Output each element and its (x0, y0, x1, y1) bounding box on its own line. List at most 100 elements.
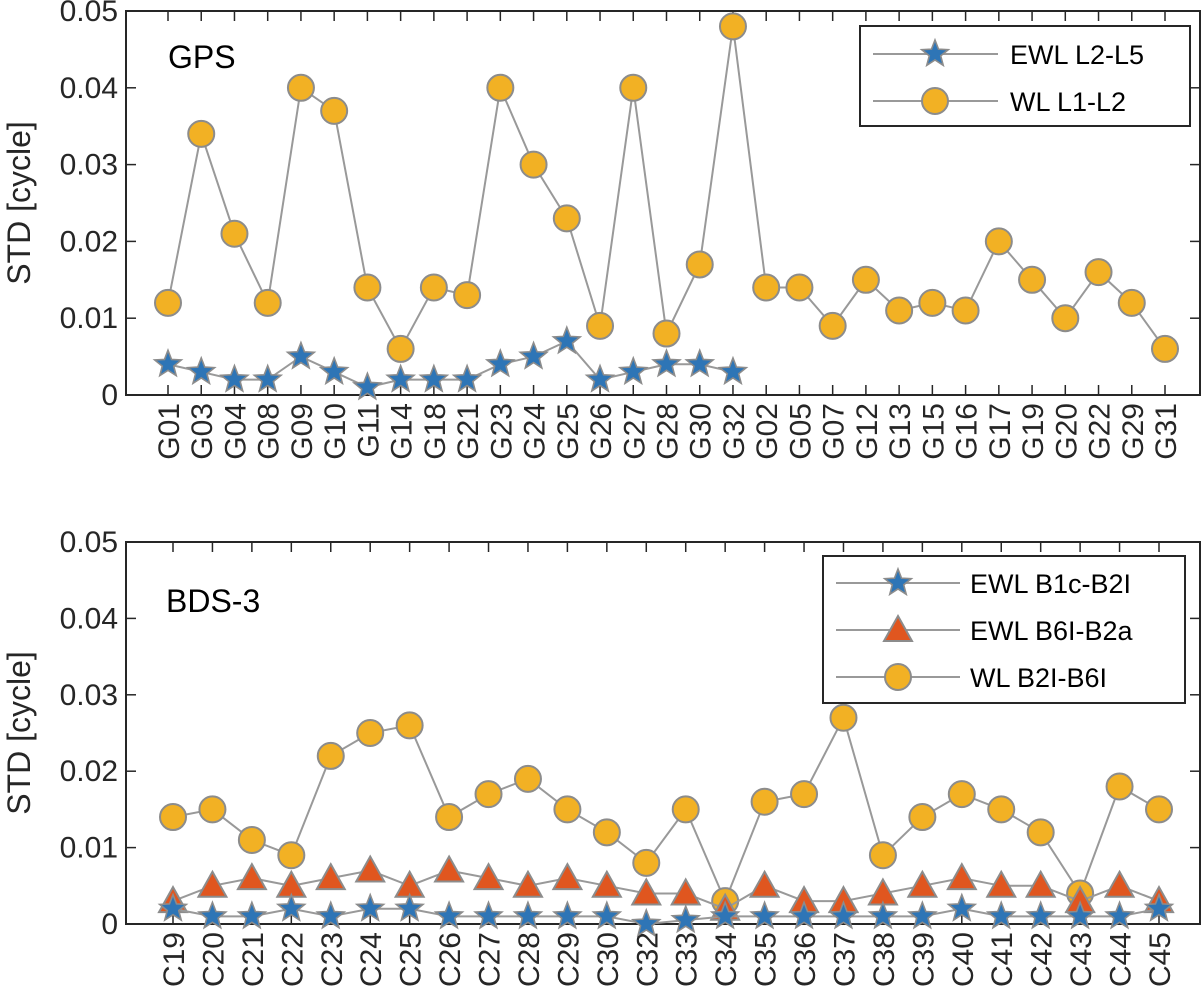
x-tick-label: G11 (352, 403, 385, 457)
data-point (552, 204, 581, 233)
legend-box (859, 25, 1191, 127)
x-tick-label: C34 (710, 932, 743, 987)
y-tick-label: 0.04 (60, 602, 118, 635)
legend-marker (919, 37, 951, 68)
data-point (315, 862, 347, 891)
data-point (1051, 304, 1080, 333)
data-point (453, 281, 482, 310)
x-tick-label: G32 (718, 403, 751, 460)
data-point (818, 311, 847, 340)
data-point (748, 869, 781, 898)
series-line (167, 340, 734, 389)
legend-marker (921, 87, 949, 115)
x-tick-label: G22 (1084, 403, 1117, 460)
data-point (551, 862, 584, 891)
data-point (670, 877, 702, 906)
data-point (198, 795, 227, 824)
x-tick-label: G31 (1150, 403, 1183, 460)
y-tick-label: 0.01 (60, 302, 118, 335)
data-point (154, 288, 182, 317)
x-tick-label: C28 (513, 932, 546, 987)
data-point (433, 854, 465, 883)
x-tick-label: G29 (1117, 403, 1150, 460)
data-point (435, 803, 464, 832)
data-point (386, 334, 415, 363)
plot-frame (125, 541, 1201, 925)
data-point (354, 892, 386, 922)
x-tick-label: G13 (884, 403, 917, 460)
data-point (586, 311, 615, 340)
legend: EWL L2-L5 WL L1-L2 (859, 25, 1191, 127)
data-point (1143, 892, 1175, 922)
legend-label: EWL L2-L5 (1010, 40, 1144, 70)
x-tick-label: C37 (828, 932, 861, 987)
data-point (1025, 900, 1057, 930)
x-tick-label: G25 (552, 403, 585, 460)
x-tick-label: G04 (219, 403, 252, 460)
data-point (418, 363, 450, 393)
y-tick-label: 0.01 (60, 832, 118, 865)
series-ewl-b1c-b2i (157, 892, 1175, 938)
data-point (316, 741, 345, 770)
x-tick-label: C39 (907, 932, 940, 987)
data-point (157, 892, 189, 922)
data-point (946, 892, 978, 922)
data-point (513, 764, 542, 793)
data-point (474, 780, 503, 809)
data-point (785, 273, 814, 302)
data-point (1104, 900, 1135, 930)
data-point (985, 900, 1017, 930)
x-tick-label: C24 (355, 932, 388, 987)
data-point (385, 363, 417, 393)
data-point (1064, 900, 1096, 930)
data-point (617, 355, 649, 386)
legend-label: WL L1-L2 (1010, 87, 1126, 117)
data-point (867, 900, 899, 930)
x-tick-label: G15 (917, 403, 950, 460)
data-point (684, 348, 716, 378)
y-axis-title: STD [cycle] (1, 651, 37, 815)
data-point (1145, 795, 1173, 824)
data-point (551, 900, 583, 930)
plot-frame (125, 10, 1201, 396)
data-point (185, 355, 217, 386)
series-ewl-l2-l5 (152, 325, 749, 401)
series-wl-l1-l2 (154, 12, 1179, 363)
x-tick-label: G14 (386, 403, 419, 460)
data-point (918, 288, 947, 317)
data-point (320, 96, 349, 125)
x-tick-label: G07 (818, 403, 851, 460)
data-point (285, 340, 317, 370)
x-tick-label: C27 (474, 932, 507, 987)
data-point (651, 348, 682, 378)
data-point (252, 363, 284, 393)
data-point (1151, 334, 1179, 363)
x-tick-label: G10 (319, 403, 352, 460)
x-tick-label: C41 (986, 932, 1019, 987)
legend-label: EWL B6I-B2a (970, 616, 1134, 646)
x-tick-label: G02 (751, 403, 784, 460)
data-point (419, 273, 448, 302)
x-tick-label: G27 (618, 403, 651, 460)
data-point (984, 227, 1013, 256)
x-tick-label: G19 (1017, 403, 1050, 460)
x-tick-label: C30 (592, 932, 625, 987)
legend-marker (882, 566, 914, 597)
x-tick-label: G08 (253, 403, 286, 460)
data-point (219, 363, 250, 393)
data-point (354, 854, 386, 883)
data-point (630, 877, 662, 906)
y-tick-label: 0.02 (60, 225, 118, 258)
data-point (236, 862, 268, 891)
data-point (277, 841, 306, 870)
data-point (351, 371, 383, 401)
data-point (220, 219, 249, 248)
data-point (718, 12, 747, 41)
data-point (670, 903, 702, 934)
data-point (630, 907, 662, 938)
x-tick-label: G01 (153, 403, 186, 460)
series-line (172, 907, 1160, 926)
data-point (987, 795, 1016, 824)
data-point (237, 825, 266, 854)
